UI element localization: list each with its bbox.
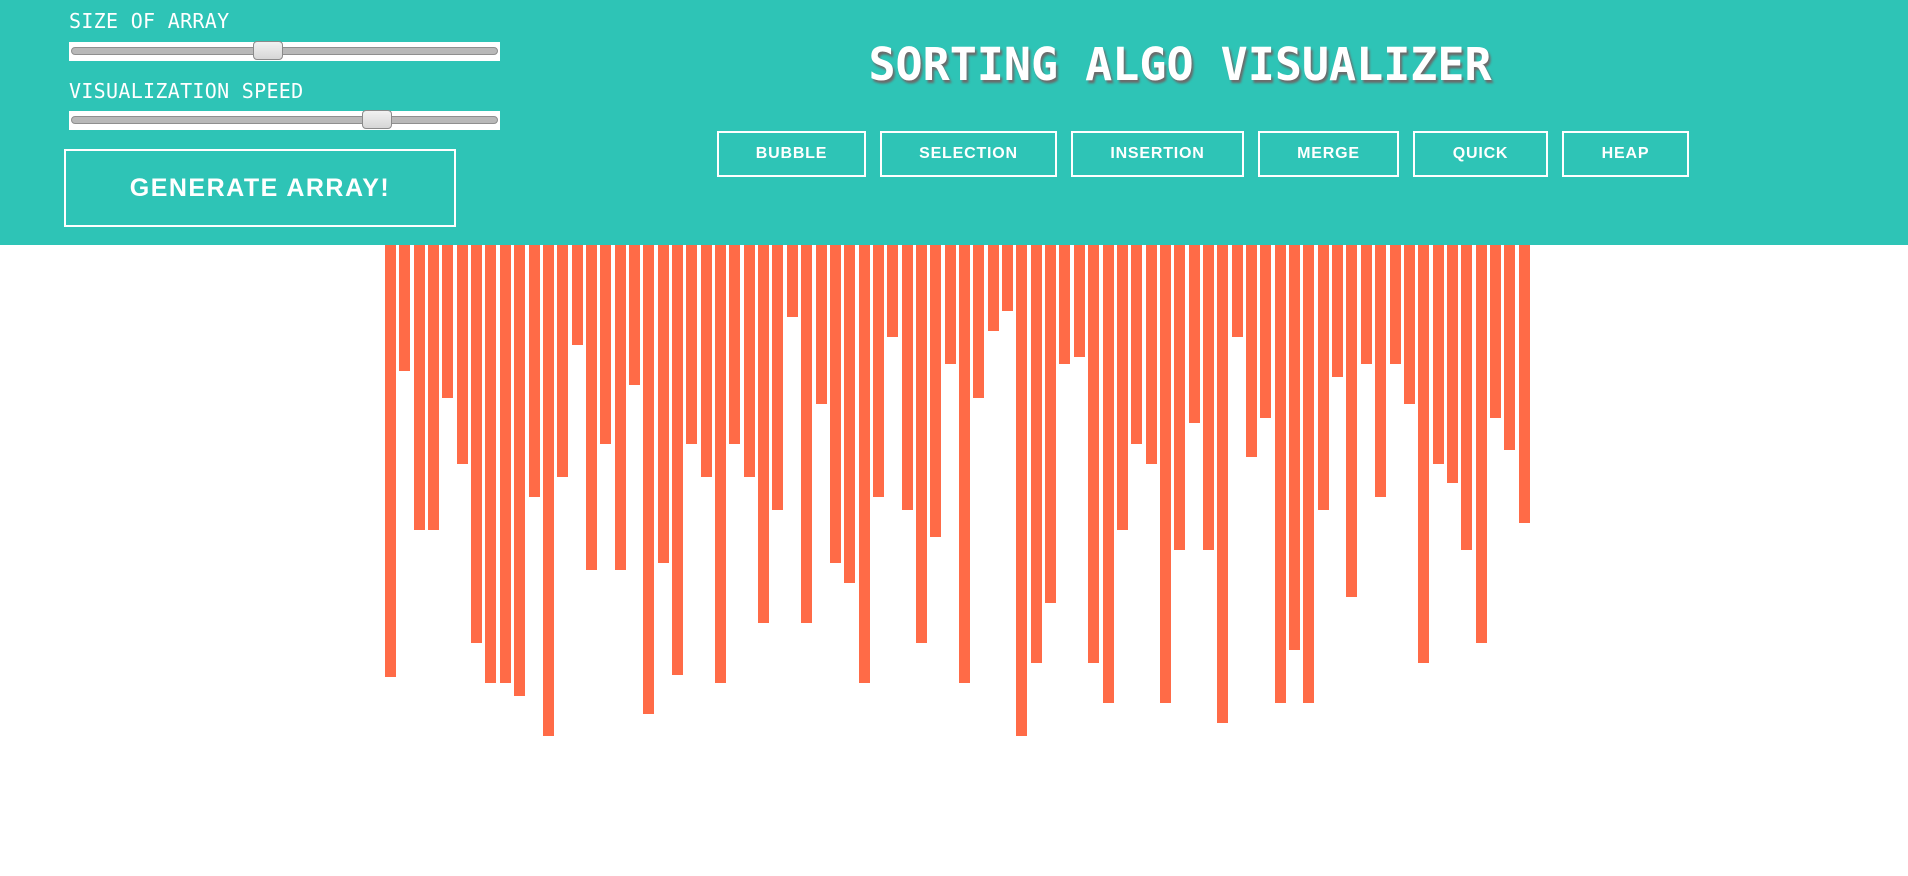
array-bar [744,245,755,477]
selection-sort-button[interactable]: SELECTION [880,131,1057,177]
visualization-speed-slider[interactable] [69,110,500,130]
array-bar [1476,245,1487,643]
array-bar [1160,245,1171,703]
array-bar [385,245,396,677]
merge-sort-button[interactable]: MERGE [1258,131,1399,177]
array-size-slider-thumb[interactable] [253,41,283,60]
array-bar [1189,245,1200,423]
array-bar [1203,245,1214,550]
array-bar [672,245,683,675]
array-bar [988,245,999,331]
generate-array-button[interactable]: GENERATE ARRAY! [64,149,456,227]
array-bar [1461,245,1472,550]
array-bar [1289,245,1300,650]
array-bar [1232,245,1243,337]
array-bar [615,245,626,570]
array-bar [658,245,669,563]
array-bar [1519,245,1530,523]
array-bar [1059,245,1070,364]
visualization-speed-label: VISUALIZATION SPEED [69,79,304,103]
array-bar [715,245,726,683]
array-bar [543,245,554,736]
array-bar [1146,245,1157,464]
array-bar [500,245,511,683]
array-bar [887,245,898,337]
array-bar [816,245,827,404]
array-bar [787,245,798,317]
array-bar [514,245,525,696]
array-size-slider[interactable] [69,41,500,61]
array-bar [830,245,841,563]
array-bar [1433,245,1444,464]
array-bar [1361,245,1372,364]
array-bar [1045,245,1056,603]
array-bar [1418,245,1429,663]
array-bar [772,245,783,510]
array-bar [414,245,425,530]
visualization-speed-slider-thumb[interactable] [362,110,392,129]
array-bar [729,245,740,444]
array-bar [586,245,597,570]
array-bar [600,245,611,444]
array-bar [1275,245,1286,703]
array-bar [629,245,640,385]
array-bar [1016,245,1027,736]
visualization-speed-slider-groove [71,116,498,124]
array-bar [1088,245,1099,663]
array-bar [428,245,439,530]
array-bar [801,245,812,623]
heap-sort-button[interactable]: HEAP [1562,131,1689,177]
array-bar [1117,245,1128,530]
array-bar [643,245,654,714]
array-bar [1447,245,1458,483]
array-bar [399,245,410,371]
array-bar [1318,245,1329,510]
array-bar [529,245,540,497]
array-bar [930,245,941,537]
array-bar [902,245,913,510]
size-of-array-label: SIZE OF ARRAY [69,9,230,33]
array-size-slider-groove [71,47,498,55]
array-bar [859,245,870,683]
page-title: SORTING ALGO VISUALIZER [868,38,1492,91]
array-bar [1504,245,1515,450]
array-bar [959,245,970,683]
array-bar [1031,245,1042,663]
array-bar [1074,245,1085,357]
array-bars-container [0,245,1908,876]
array-bar [1246,245,1257,457]
array-bar [1174,245,1185,550]
array-bar [1131,245,1142,444]
array-bar [1002,245,1013,311]
array-bar [873,245,884,497]
array-bar [471,245,482,643]
array-bar [1375,245,1386,497]
bubble-sort-button[interactable]: BUBBLE [717,131,866,177]
array-bar [686,245,697,444]
array-bar [1332,245,1343,377]
array-bar [1303,245,1314,703]
array-bar [485,245,496,683]
array-bar [1390,245,1401,364]
header: SIZE OF ARRAY VISUALIZATION SPEED GENERA… [0,0,1908,245]
array-bar [1404,245,1415,404]
array-bar [1217,245,1228,723]
array-bar [1260,245,1271,418]
array-bar [701,245,712,477]
array-bar [1346,245,1357,597]
array-bar [945,245,956,364]
array-bar [1103,245,1114,703]
array-bar [457,245,468,464]
array-bar [844,245,855,583]
array-bar [973,245,984,398]
array-bar [572,245,583,345]
insertion-sort-button[interactable]: INSERTION [1071,131,1244,177]
array-bar [916,245,927,643]
array-bar [1490,245,1501,418]
array-bar [442,245,453,398]
array-bar [758,245,769,623]
array-bar [557,245,568,477]
quick-sort-button[interactable]: QUICK [1413,131,1548,177]
